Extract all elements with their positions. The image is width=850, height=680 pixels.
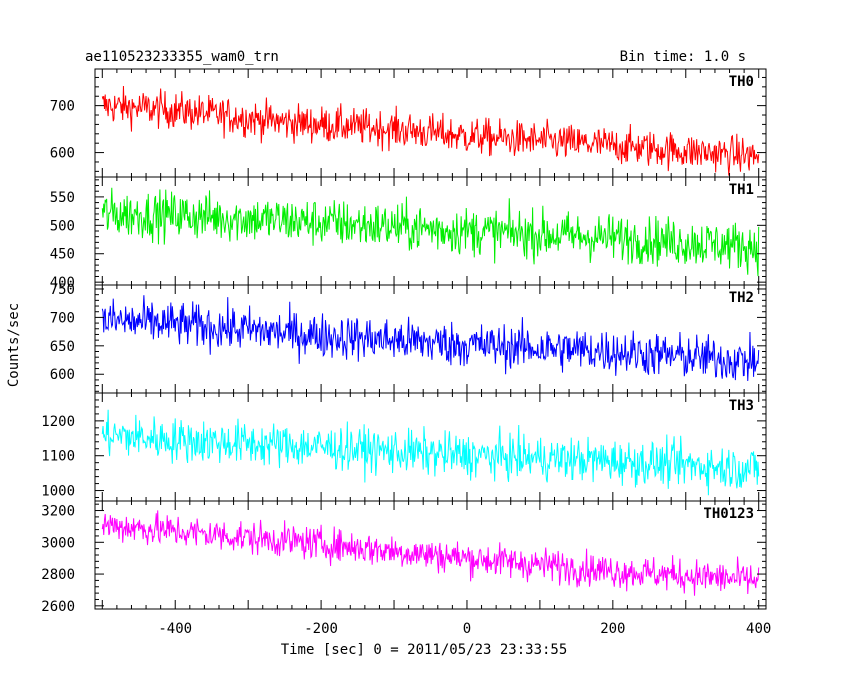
panel-label: TH0123	[703, 506, 754, 522]
series-line-th0123	[101, 510, 760, 596]
panel-label: TH1	[729, 182, 754, 198]
y-tick-label: 3000	[41, 535, 75, 551]
y-tick-label: 700	[50, 99, 75, 115]
x-tick-label: 200	[600, 621, 625, 637]
y-tick-label: 700	[50, 310, 75, 326]
y-tick-label: 600	[50, 146, 75, 162]
chart-title-right: Bin time: 1.0 s	[620, 49, 746, 65]
panels-group: TH0600700TH1400450500550TH2600650700750T…	[41, 68, 767, 615]
y-tick-label: 1200	[41, 414, 75, 430]
y-tick-label: 1100	[41, 449, 75, 465]
panel-label: TH2	[729, 290, 754, 306]
panel-th3: TH3 1000 1100 1200	[41, 392, 767, 502]
y-tick-label: 2800	[41, 567, 75, 583]
y-tick-label: 650	[50, 339, 75, 355]
series-line-th2	[101, 295, 760, 381]
x-axis-ticks: -400 -200 0 200 400	[158, 621, 771, 637]
y-tick-label: 2600	[41, 599, 75, 615]
series-line-th1	[101, 187, 760, 277]
y-tick-label: 550	[50, 190, 75, 206]
y-tick-label: 750	[50, 282, 75, 298]
y-tick-label: 400	[50, 275, 75, 291]
y-tick-label: 450	[50, 247, 75, 263]
x-tick-label: -400	[158, 621, 192, 637]
panel-label: TH0	[729, 74, 754, 90]
panel-th2: TH2 600 650 700 750	[50, 282, 767, 394]
series-line-th3	[101, 409, 760, 496]
series-line-th0	[101, 86, 760, 176]
panel-th0123: TH0123 2600 2800 3000 3200	[41, 500, 767, 615]
x-axis-label: Time [sec] 0 = 2011/05/23 23:33:55	[281, 642, 568, 658]
x-tick-label: 0	[463, 621, 471, 637]
x-tick-label: -200	[304, 621, 338, 637]
y-axis-label: Counts/sec	[6, 303, 22, 387]
x-tick-label: 400	[746, 621, 771, 637]
y-tick-label: 600	[50, 367, 75, 383]
chart-title-left: ae110523233355_wam0_trn	[85, 49, 279, 65]
panel-label: TH3	[729, 398, 754, 414]
panel-frame	[94, 176, 767, 286]
panel-th0: TH0 600 700	[50, 68, 767, 178]
y-tick-label: 3200	[41, 504, 75, 520]
y-tick-label: 500	[50, 218, 75, 234]
y-tick-label: 1000	[41, 484, 75, 500]
panel-th1: TH1 400 450 500 550	[50, 176, 767, 291]
